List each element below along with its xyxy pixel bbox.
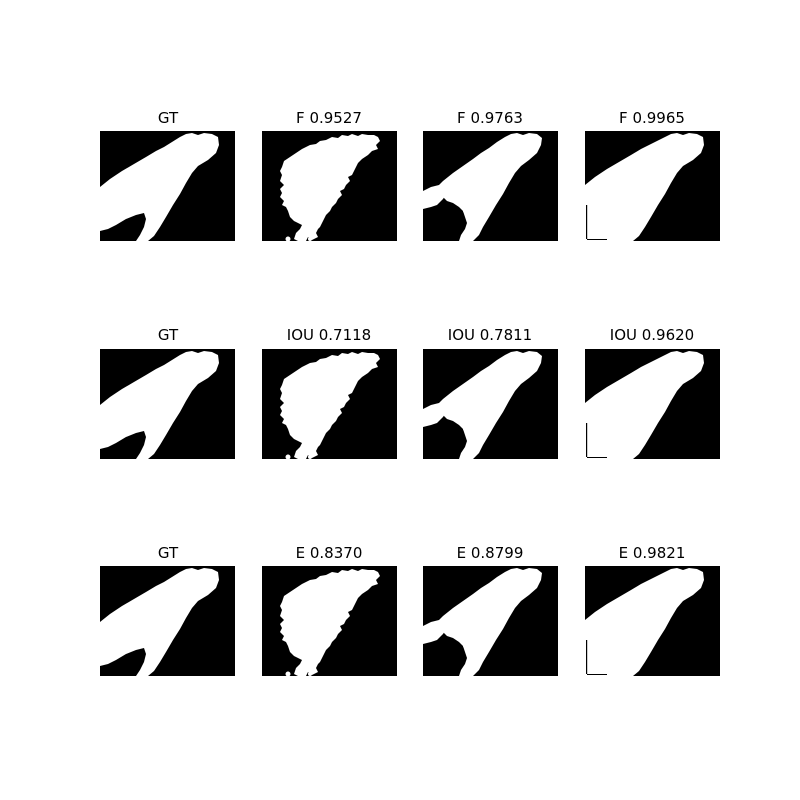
panel-title-r1c3: F 0.9763 bbox=[410, 109, 570, 127]
panel-title-r1c1: GT bbox=[88, 109, 248, 127]
mask-panel-r1c4 bbox=[585, 131, 720, 241]
mask-panel-r1c3 bbox=[423, 131, 558, 241]
mask-silhouette bbox=[585, 131, 720, 241]
mask-panel-r3c4 bbox=[585, 566, 720, 676]
panel-title-r3c1: GT bbox=[88, 544, 248, 562]
mask-silhouette bbox=[262, 349, 397, 459]
panel-title-r2c2: IOU 0.7118 bbox=[249, 326, 409, 344]
panel-title-r3c2: E 0.8370 bbox=[249, 544, 409, 562]
mask-silhouette bbox=[585, 566, 720, 676]
mask-silhouette bbox=[423, 566, 558, 676]
panel-title-r2c3: IOU 0.7811 bbox=[410, 326, 570, 344]
mask-panel-r3c1 bbox=[100, 566, 235, 676]
mask-silhouette bbox=[423, 131, 558, 241]
mask-panel-r2c4 bbox=[585, 349, 720, 459]
panel-title-r1c2: F 0.9527 bbox=[249, 109, 409, 127]
mask-panel-r1c2 bbox=[262, 131, 397, 241]
panel-title-r2c4: IOU 0.9620 bbox=[572, 326, 732, 344]
panel-title-r1c4: F 0.9965 bbox=[572, 109, 732, 127]
mask-silhouette bbox=[423, 349, 558, 459]
mask-silhouette bbox=[262, 566, 397, 676]
mask-silhouette bbox=[585, 349, 720, 459]
mask-panel-r2c1 bbox=[100, 349, 235, 459]
mask-silhouette bbox=[100, 131, 235, 241]
mask-panel-r3c2 bbox=[262, 566, 397, 676]
mask-panel-r3c3 bbox=[423, 566, 558, 676]
panel-title-r3c3: E 0.8799 bbox=[410, 544, 570, 562]
mask-silhouette bbox=[100, 566, 235, 676]
panel-title-r2c1: GT bbox=[88, 326, 248, 344]
mask-panel-r2c2 bbox=[262, 349, 397, 459]
mask-panel-r2c3 bbox=[423, 349, 558, 459]
mask-silhouette bbox=[100, 349, 235, 459]
mask-silhouette bbox=[262, 131, 397, 241]
panel-title-r3c4: E 0.9821 bbox=[572, 544, 732, 562]
mask-panel-r1c1 bbox=[100, 131, 235, 241]
